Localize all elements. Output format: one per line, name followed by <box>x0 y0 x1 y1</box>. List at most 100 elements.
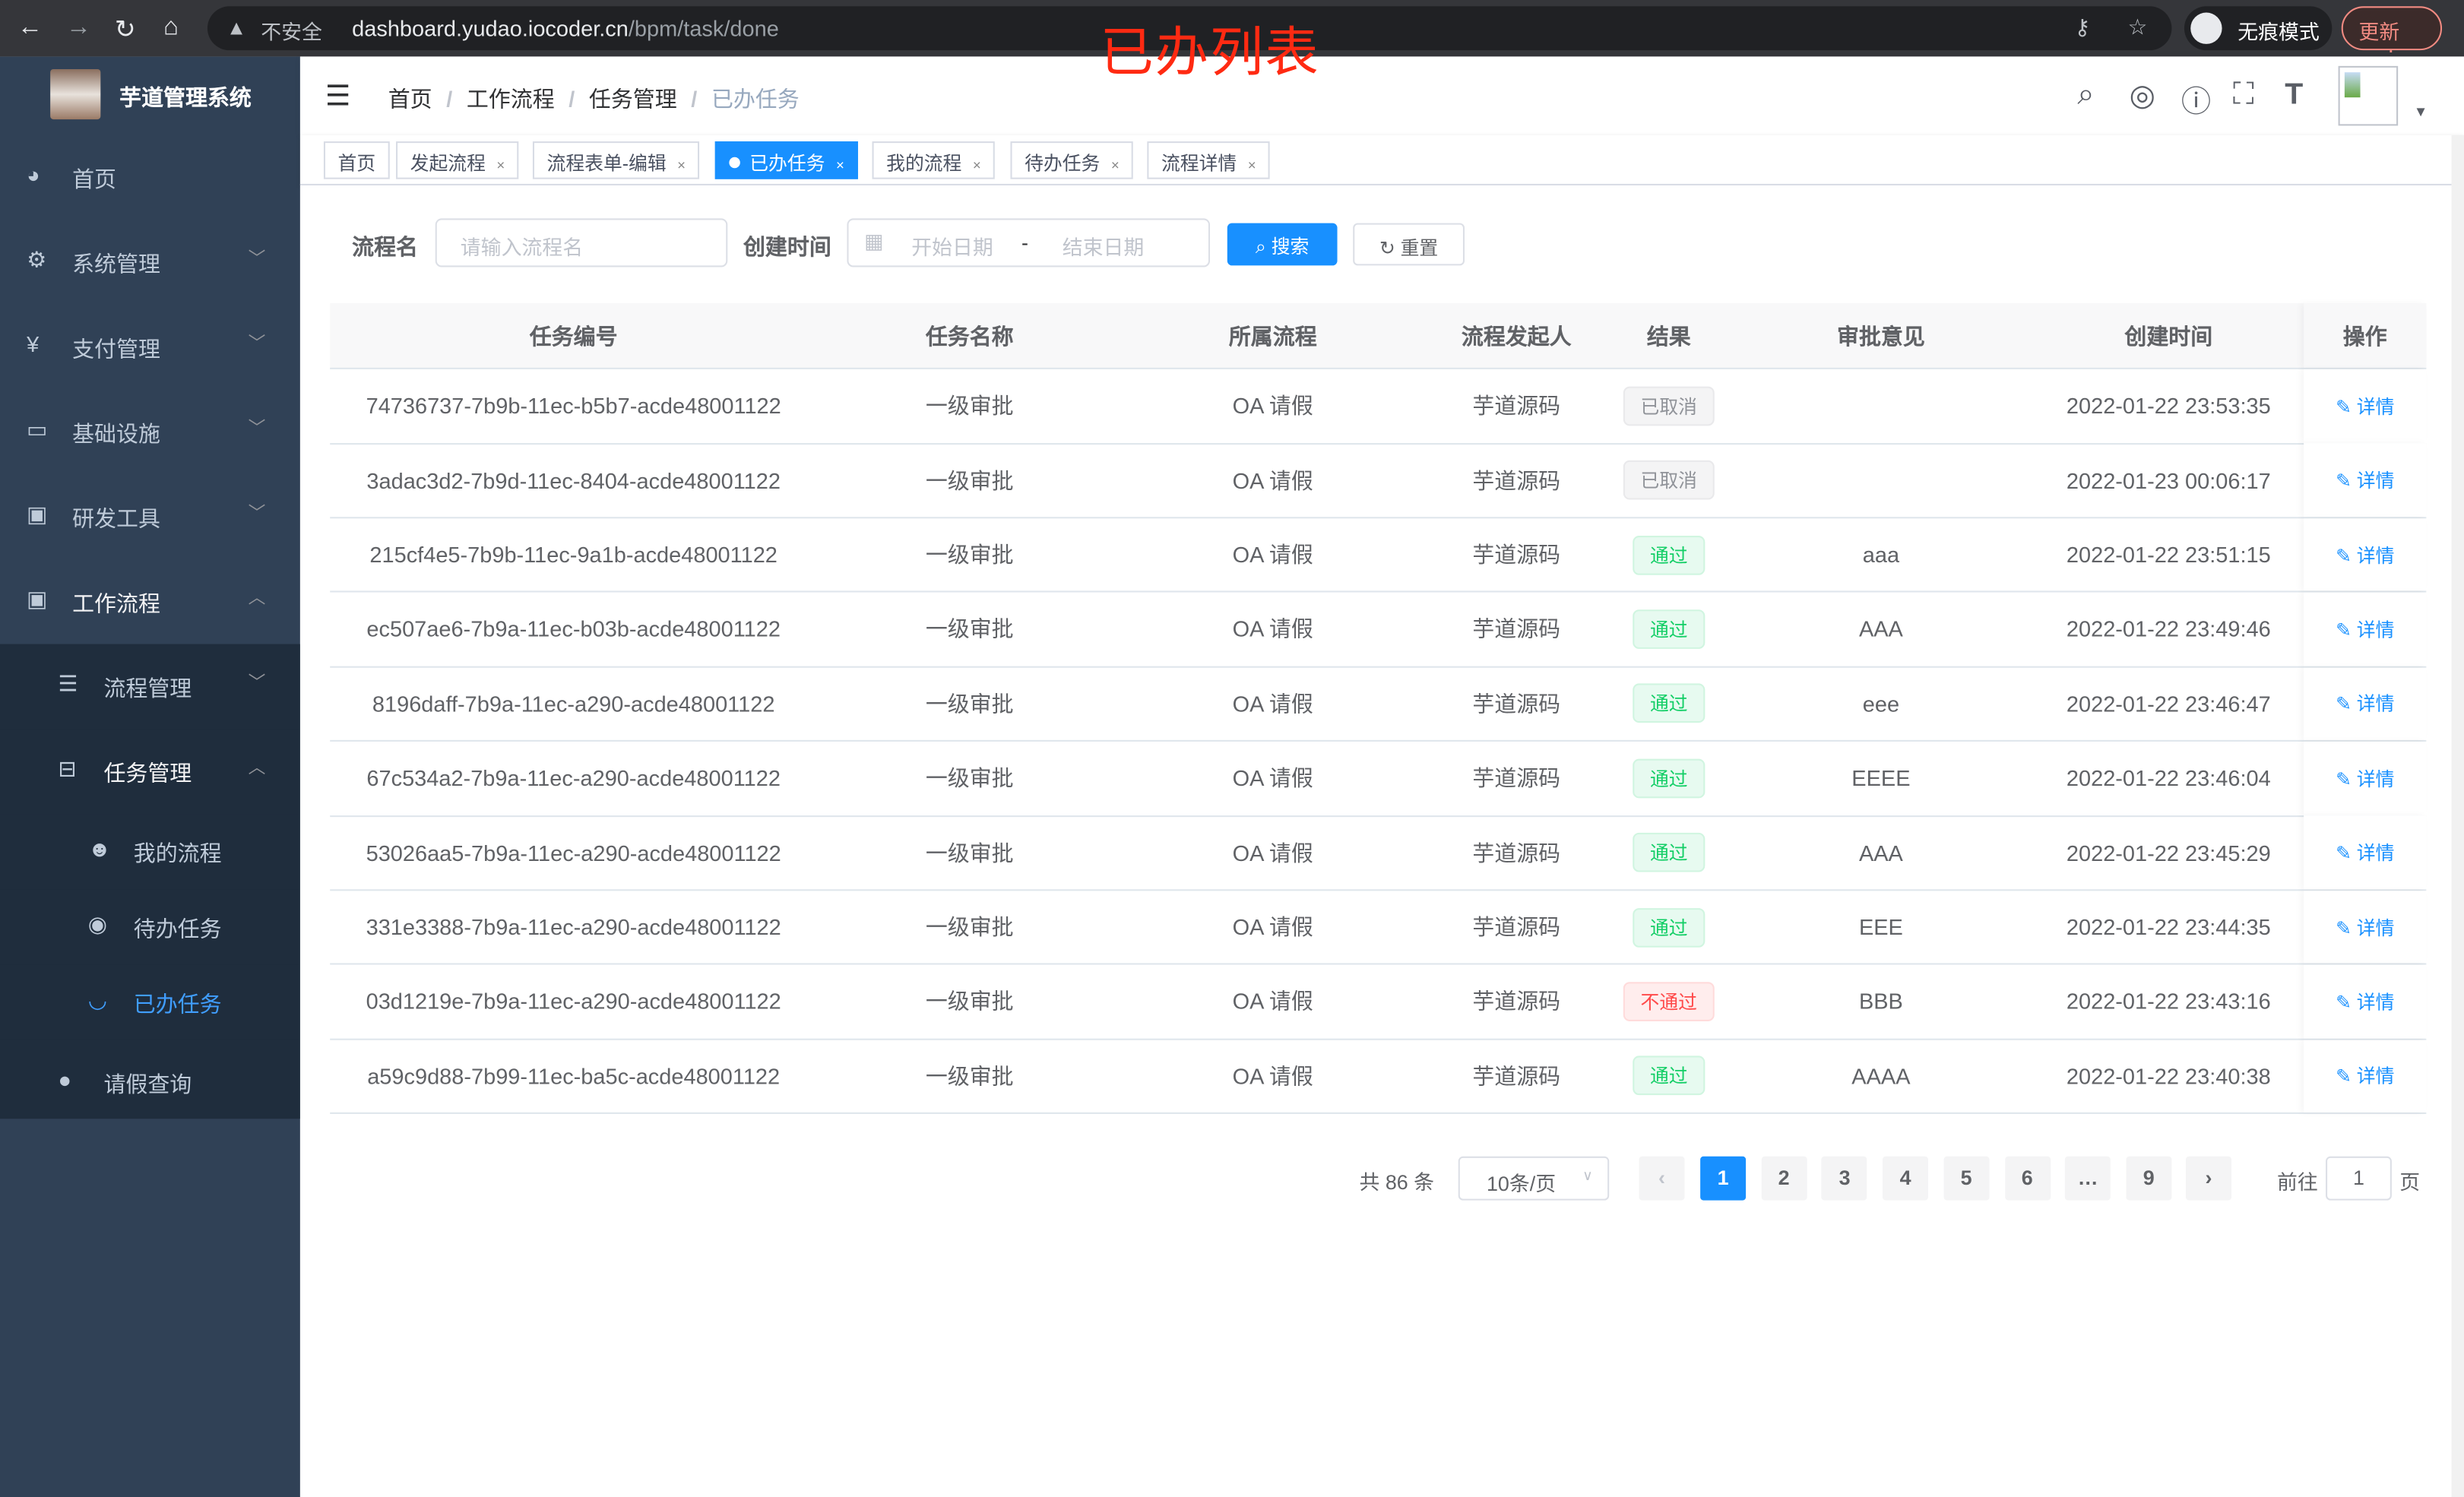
sidebar-item-done[interactable]: ◡ 已办任务 <box>0 964 300 1040</box>
close-icon[interactable]: × <box>677 157 686 173</box>
reload-icon[interactable]: ↻ <box>114 17 136 44</box>
sidebar-item-home[interactable]: ◕ 首页 <box>0 135 300 220</box>
tag-done-tasks[interactable]: 已办任务 × <box>714 141 859 179</box>
tag-my-process[interactable]: 我的流程 × <box>872 141 996 179</box>
detail-button[interactable]: ✎ 详情 <box>2336 392 2394 419</box>
help-icon[interactable]: ⓘ <box>2181 86 2212 120</box>
detail-button[interactable]: ✎ 详情 <box>2336 913 2394 940</box>
key-icon[interactable]: ⚷ <box>2074 14 2091 40</box>
sidebar-item-todo[interactable]: ◉ 待办任务 <box>0 889 300 965</box>
chevron-down-icon: ﹀ <box>248 504 266 524</box>
cell-starter: 芋道源码 <box>1424 369 1609 442</box>
close-icon[interactable]: × <box>1247 157 1256 173</box>
detail-button[interactable]: ✎ 详情 <box>2336 690 2394 717</box>
breadcrumb-item[interactable]: 任务管理 <box>588 86 677 112</box>
edit-icon: ✎ <box>2336 842 2357 865</box>
cell-text: 2022-01-22 23:49:46 <box>2066 616 2271 642</box>
close-icon[interactable]: × <box>1110 157 1120 173</box>
tag-home[interactable]: 首页 <box>323 141 390 179</box>
end-date-input[interactable]: 结束日期 <box>1062 236 1145 260</box>
sidebar-item-task-manage[interactable]: ⊟ 任务管理 ︿ <box>0 729 300 815</box>
cell-comment: EEEE <box>1728 742 2033 815</box>
cell-result: 通过 <box>1609 1040 1728 1112</box>
page-button[interactable]: 2 <box>1761 1156 1807 1201</box>
page-button[interactable]: 4 <box>1883 1156 1929 1201</box>
sidebar-item-workflow[interactable]: ▣ 工作流程 ︿ <box>0 559 300 644</box>
page-button[interactable]: … <box>2065 1156 2111 1201</box>
detail-button[interactable]: ✎ 详情 <box>2336 616 2394 642</box>
page-size-select[interactable]: 10条/页 ∨ <box>1458 1156 1610 1201</box>
star-icon[interactable]: ☆ <box>2127 14 2148 40</box>
sidebar-item-pay[interactable]: ¥ 支付管理 ﹀ <box>0 305 300 390</box>
table-row: 331e3388-7b9a-11ec-a290-acde48001122 一级审批… <box>330 890 2427 966</box>
cell-text: OA 请假 <box>1232 765 1313 791</box>
close-icon[interactable]: × <box>835 157 844 173</box>
avatar[interactable] <box>2338 65 2399 126</box>
sidebar-item-my-process[interactable]: ☻ 我的流程 <box>0 814 300 890</box>
cell-comment: BBB <box>1728 965 2033 1038</box>
cell-text: OA 请假 <box>1232 989 1313 1014</box>
sidebar-item-system[interactable]: ⚙ 系统管理 ﹀ <box>0 220 300 305</box>
close-icon[interactable]: × <box>972 157 981 173</box>
scrollbar[interactable] <box>2451 135 2464 1497</box>
home-icon[interactable]: ⌂ <box>163 14 179 41</box>
detail-button[interactable]: ✎ 详情 <box>2336 764 2394 791</box>
sidebar-item-devtools[interactable]: ▣ 研发工具 ﹀ <box>0 474 300 559</box>
breadcrumb-item[interactable]: 首页 <box>388 86 432 112</box>
result-badge: 已取消 <box>1623 386 1715 426</box>
reset-button[interactable]: ↻ 重置 <box>1353 223 1465 266</box>
search-button[interactable]: ⌕ 搜索 <box>1227 223 1338 266</box>
date-range-picker[interactable]: ▦ 开始日期 - 结束日期 <box>847 218 1211 267</box>
close-icon[interactable]: × <box>496 157 505 173</box>
goto-page-input[interactable]: 1 <box>2326 1156 2392 1201</box>
cell-process: OA 请假 <box>1122 891 1424 964</box>
cell-comment <box>1728 369 2033 442</box>
start-date-input[interactable]: 开始日期 <box>911 236 993 260</box>
tag-process-detail[interactable]: 流程详情 × <box>1147 141 1271 179</box>
tag-todo[interactable]: 待办任务 × <box>1010 141 1134 179</box>
next-page-button[interactable]: › <box>2186 1156 2231 1201</box>
tag-start-process[interactable]: 发起流程 × <box>396 141 519 179</box>
github-icon[interactable]: ◎ <box>2129 80 2155 113</box>
detail-button[interactable]: ✎ 详情 <box>2336 1062 2394 1089</box>
breadcrumb-item[interactable]: 工作流程 <box>466 86 555 112</box>
address-bar[interactable]: ▲ 不安全 dashboard.yudao.iocoder.cn/bpm/tas… <box>207 6 2172 51</box>
forward-icon[interactable]: → <box>65 14 91 41</box>
search-icon[interactable]: ⌕ <box>2077 78 2095 112</box>
result-badge: 通过 <box>1633 535 1705 574</box>
process-name-input[interactable]: 请输入流程名 <box>435 218 728 267</box>
sidebar-item-leave[interactable]: ● 请假查询 <box>0 1040 300 1119</box>
back-icon[interactable]: ← <box>17 14 43 41</box>
page-button[interactable]: 5 <box>1943 1156 1990 1201</box>
sidebar-item-infra[interactable]: ▭ 基础设施 ﹀ <box>0 390 300 475</box>
page-button[interactable]: 6 <box>2004 1156 2051 1201</box>
font-size-icon[interactable]: T <box>2285 78 2304 112</box>
cell-result: 通过 <box>1609 891 1728 964</box>
detail-button[interactable]: ✎ 详情 <box>2336 541 2394 568</box>
page-button[interactable]: 9 <box>2126 1156 2172 1201</box>
detail-button[interactable]: ✎ 详情 <box>2336 467 2394 493</box>
prev-page-button[interactable]: ‹ <box>1639 1156 1685 1201</box>
cell-text: 芋道源码 <box>1472 989 1561 1014</box>
url-text[interactable]: dashboard.yudao.iocoder.cn/bpm/task/done <box>352 16 779 41</box>
update-button[interactable]: 更新⋮ <box>2341 6 2443 69</box>
label: 支付管理 <box>72 336 160 362</box>
placeholder: 请输入流程名 <box>460 236 584 260</box>
cell-text: EEEE <box>1851 765 1911 791</box>
detail-button[interactable]: ✎ 详情 <box>2336 988 2394 1014</box>
caret-down-icon[interactable]: ▼ <box>2413 103 2428 120</box>
chevron-down-icon: ∨ <box>1582 1167 1593 1183</box>
insecure-label: 不安全 <box>261 20 322 44</box>
cell-result: 通过 <box>1609 742 1728 815</box>
logo <box>50 68 101 120</box>
cell-name: 一级审批 <box>817 816 1122 889</box>
detail-button[interactable]: ✎ 详情 <box>2336 839 2394 866</box>
page-button[interactable]: 1 <box>1700 1156 1747 1201</box>
incognito-badge[interactable]: 无痕模式 <box>2184 6 2333 51</box>
fullscreen-icon[interactable]: ⛶ <box>2233 78 2254 112</box>
sidebar-item-process-manage[interactable]: ☰ 流程管理 ﹀ <box>0 644 300 730</box>
detail-label: 详情 <box>2356 767 2395 790</box>
page-button[interactable]: 3 <box>1822 1156 1868 1201</box>
tag-form-edit[interactable]: 流程表单-编辑 × <box>532 141 700 179</box>
hamburger-icon[interactable]: ☰ <box>325 80 351 112</box>
